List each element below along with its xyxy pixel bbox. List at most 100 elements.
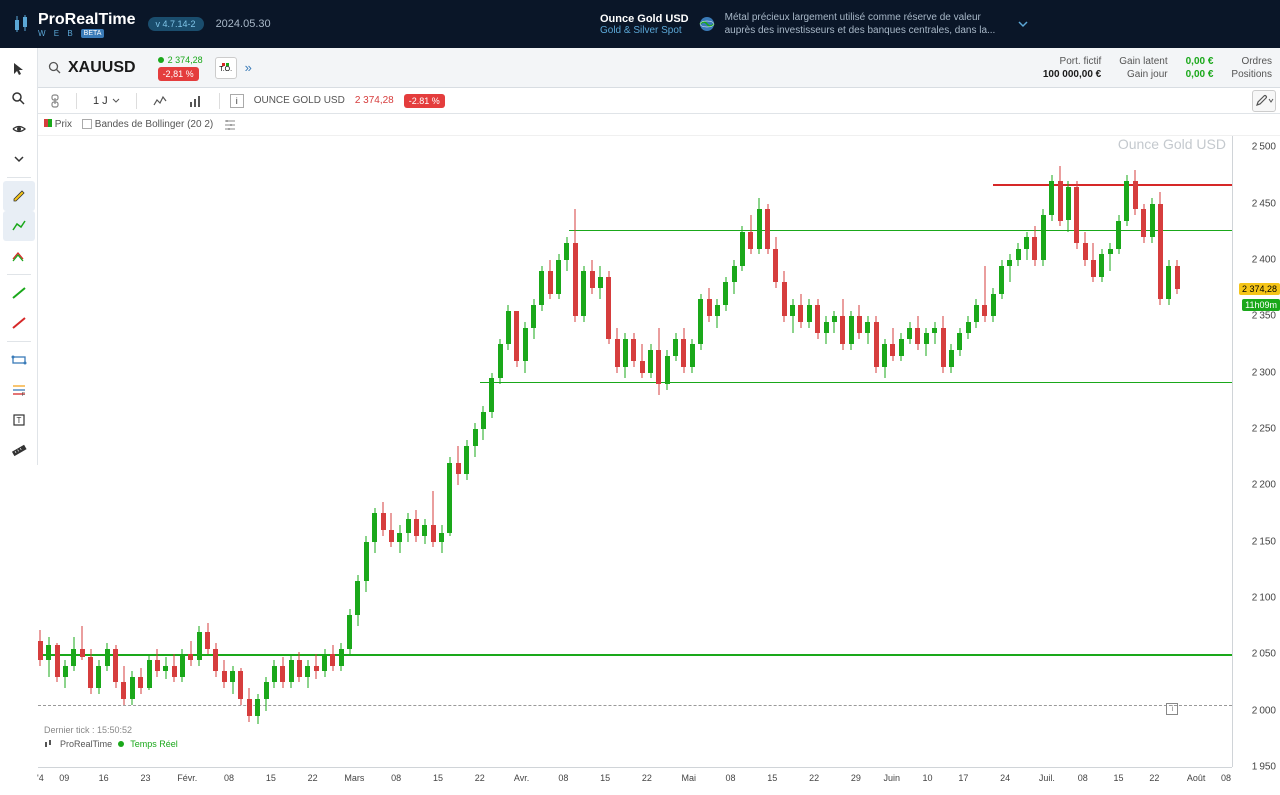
app-header: ProRealTime W E B BETA v 4.7.14-2 2024.0…	[0, 0, 1280, 48]
info-button[interactable]: i	[230, 94, 244, 108]
candle	[941, 316, 946, 372]
chart-info-icon[interactable]: i	[1166, 703, 1178, 715]
ruler-tool[interactable]	[3, 435, 35, 465]
candle	[991, 288, 996, 322]
to-button[interactable]: T.O.	[215, 57, 237, 79]
x-tick: '4	[37, 773, 44, 783]
candle	[564, 237, 569, 271]
horizontal-line[interactable]	[480, 382, 1232, 384]
x-tick: 15	[433, 773, 443, 783]
x-tick: Août	[1187, 773, 1206, 783]
prix-indicator[interactable]: Prix	[44, 119, 72, 130]
candle	[238, 668, 243, 705]
x-axis[interactable]: '4091623Févr.081522Mars081522Avr.081522M…	[38, 767, 1232, 795]
multi-trend-tool[interactable]	[3, 241, 35, 271]
x-tick: 17	[958, 773, 968, 783]
candle	[456, 446, 461, 485]
header-instrument[interactable]: Ounce Gold USD Gold & Silver Spot Métal …	[600, 11, 1029, 37]
eye-tool[interactable]	[3, 114, 35, 144]
candle	[155, 649, 160, 677]
candle	[1108, 243, 1113, 271]
beta-badge: BETA	[81, 29, 105, 38]
x-tick: 24	[1000, 773, 1010, 783]
trend-tool[interactable]	[3, 211, 35, 241]
candle	[1032, 226, 1037, 265]
line-red-tool[interactable]	[3, 308, 35, 338]
live-dot-icon	[118, 741, 124, 747]
settings-button[interactable]	[1252, 90, 1276, 112]
candle	[1158, 192, 1163, 305]
chart-canvas[interactable]: Ounce Gold USD Dernier tick : 15:50:52 P…	[38, 136, 1232, 767]
candle	[205, 623, 210, 655]
line-green-tool[interactable]	[3, 278, 35, 308]
last-tick: Dernier tick : 15:50:52	[44, 725, 132, 735]
candle	[305, 660, 310, 688]
candle	[147, 654, 152, 690]
svg-text:F: F	[22, 392, 25, 398]
indicator-button[interactable]	[183, 92, 209, 110]
candlestick-logo-icon	[12, 14, 32, 34]
candle	[314, 654, 319, 679]
positions-label[interactable]: Positions	[1231, 69, 1272, 80]
y-tick: 2 400	[1252, 254, 1276, 265]
x-tick: 08	[1221, 773, 1231, 783]
link-button[interactable]	[44, 92, 66, 110]
rect-tool[interactable]	[3, 345, 35, 375]
expand-tool[interactable]	[3, 144, 35, 174]
candle	[389, 513, 394, 547]
version-pill[interactable]: v 4.7.14-2	[148, 17, 204, 31]
fib-tool[interactable]: F	[3, 375, 35, 405]
y-tick: 2 250	[1252, 423, 1276, 434]
candle	[765, 204, 770, 255]
candle	[573, 209, 578, 322]
y-axis[interactable]: 1 9502 0002 0502 1002 1502 2002 2502 300…	[1232, 136, 1280, 767]
symbol-search[interactable]: XAUUSD	[40, 55, 144, 81]
bollinger-indicator[interactable]: Bandes de Bollinger (20 2)	[82, 119, 213, 130]
price-tag: 2 374,28	[1239, 283, 1280, 295]
horizontal-line[interactable]	[569, 230, 1232, 232]
horizontal-line[interactable]	[993, 184, 1232, 186]
candle	[748, 215, 753, 254]
x-tick: 22	[809, 773, 819, 783]
horizontal-line[interactable]	[38, 705, 1232, 706]
candle	[397, 525, 402, 553]
chart-type-button[interactable]	[147, 92, 173, 110]
gain-jour-label: Gain jour	[1127, 69, 1168, 80]
logo-block[interactable]: ProRealTime W E B BETA	[12, 11, 136, 38]
symbol-bar: XAUUSD 2 374,28 -2,81 % T.O. » Port. fic…	[0, 48, 1280, 88]
x-tick: 22	[308, 773, 318, 783]
chart-area[interactable]: Ounce Gold USD Dernier tick : 15:50:52 P…	[38, 136, 1280, 795]
x-tick: 22	[475, 773, 485, 783]
more-button[interactable]: »	[245, 60, 252, 75]
candle	[715, 299, 720, 327]
candle	[1041, 209, 1046, 265]
legend-menu-icon[interactable]	[223, 118, 237, 132]
candle	[531, 299, 536, 338]
candle	[38, 630, 43, 666]
candle	[222, 660, 227, 688]
candle	[849, 311, 854, 350]
candle	[297, 652, 302, 682]
gain-latent-label: Gain latent	[1119, 56, 1167, 67]
candle	[447, 457, 452, 536]
candle	[690, 339, 695, 373]
live-dot-icon	[158, 57, 164, 63]
candle	[556, 254, 561, 299]
candle	[71, 637, 76, 671]
ordres-label[interactable]: Ordres	[1241, 56, 1272, 67]
candle	[648, 344, 653, 378]
candle	[874, 316, 879, 372]
x-tick: Mars	[344, 773, 364, 783]
cursor-tool[interactable]	[3, 54, 35, 84]
timeframe-selector[interactable]: 1 J	[87, 93, 126, 109]
candle	[1024, 232, 1029, 260]
candle	[949, 344, 954, 372]
zoom-tool[interactable]	[3, 84, 35, 114]
y-tick: 2 100	[1252, 592, 1276, 603]
chevron-down-icon[interactable]	[1017, 18, 1029, 30]
text-tool[interactable]: T	[3, 405, 35, 435]
candle	[172, 654, 177, 682]
pencil-tool[interactable]	[3, 181, 35, 211]
price-block: 2 374,28 -2,81 %	[158, 55, 203, 81]
candle	[598, 266, 603, 300]
